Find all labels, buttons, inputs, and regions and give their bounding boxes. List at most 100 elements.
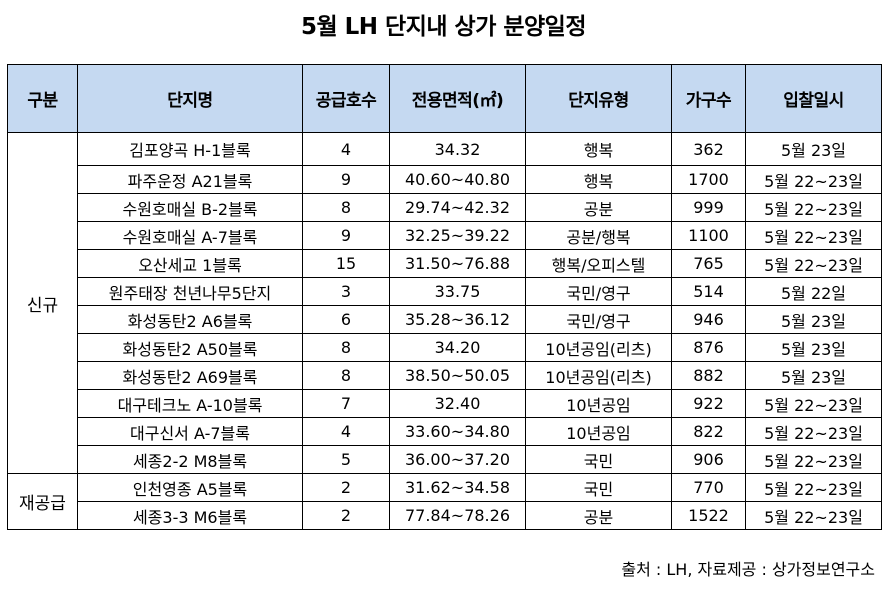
group-label-resupply: 재공급 — [7, 473, 78, 530]
cell-area: 33.60~34.80 — [389, 417, 526, 446]
table-row: 화성동탄2 A69블록 8 38.50~50.05 10년공임(리츠) 882 … — [8, 361, 882, 390]
cell-area: 31.62~34.58 — [389, 473, 526, 502]
cell-complex-name: 파주운정 A21블록 — [77, 165, 303, 194]
cell-complex-type: 공분 — [525, 501, 672, 530]
cell-households: 514 — [671, 277, 746, 306]
cell-complex-name: 인천영종 A5블록 — [77, 473, 303, 502]
cell-complex-name: 세종3-3 M6블록 — [77, 501, 303, 530]
table-row: 세종3-3 M6블록 2 77.84~78.26 공분 1522 5월 22~2… — [8, 501, 882, 530]
cell-households: 770 — [671, 473, 746, 502]
table-row: 파주운정 A21블록 9 40.60~40.80 행복 1700 5월 22~2… — [8, 165, 882, 194]
cell-complex-type: 국민 — [525, 445, 672, 474]
cell-supply-units: 8 — [302, 193, 390, 222]
cell-bid-date: 5월 22~23일 — [745, 389, 882, 418]
cell-complex-type: 행복 — [525, 132, 672, 166]
cell-bid-date: 5월 22~23일 — [745, 473, 882, 502]
cell-bid-date: 5월 22~23일 — [745, 445, 882, 474]
cell-complex-name: 수원호매실 A-7블록 — [77, 221, 303, 250]
table-row: 원주태장 천년나무5단지 3 33.75 국민/영구 514 5월 22일 — [8, 277, 882, 306]
table-row: 수원호매실 A-7블록 9 32.25~39.22 공분/행복 1100 5월 … — [8, 221, 882, 250]
cell-bid-date: 5월 22~23일 — [745, 165, 882, 194]
cell-complex-type: 10년공임 — [525, 417, 672, 446]
cell-complex-type: 공분/행복 — [525, 221, 672, 250]
cell-bid-date: 5월 22~23일 — [745, 193, 882, 222]
cell-complex-type: 행복 — [525, 165, 672, 194]
page-title: 5월 LH 단지내 상가 분양일정 — [300, 14, 587, 40]
source-credit: 출처 : LH, 자료제공 : 상가정보연구소 — [621, 560, 875, 579]
cell-complex-name: 수원호매실 B-2블록 — [77, 193, 303, 222]
cell-area: 31.50~76.88 — [389, 249, 526, 278]
cell-area: 77.84~78.26 — [389, 501, 526, 530]
cell-area: 32.25~39.22 — [389, 221, 526, 250]
cell-households: 922 — [671, 389, 746, 418]
cell-bid-date: 5월 22~23일 — [745, 221, 882, 250]
header-bid-date: 입찰일시 — [745, 64, 882, 133]
cell-complex-type: 공분 — [525, 193, 672, 222]
cell-area: 35.28~36.12 — [389, 305, 526, 334]
table-row: 세종2-2 M8블록 5 36.00~37.20 국민 906 5월 22~23… — [8, 445, 882, 474]
cell-complex-type: 10년공임(리츠) — [525, 361, 672, 390]
cell-complex-type: 행복/오피스텔 — [525, 249, 672, 278]
table-row: 신규 김포양곡 H-1블록 4 34.32 행복 362 5월 23일 — [7, 132, 882, 474]
cell-area: 34.32 — [389, 132, 526, 166]
cell-area: 40.60~40.80 — [389, 165, 526, 194]
cell-supply-units: 5 — [302, 445, 390, 474]
table-row: 화성동탄2 A6블록 6 35.28~36.12 국민/영구 946 5월 23… — [8, 305, 882, 334]
header-complex-type: 단지유형 — [525, 64, 672, 133]
cell-area: 38.50~50.05 — [389, 361, 526, 390]
cell-complex-name: 김포양곡 H-1블록 — [77, 132, 303, 166]
cell-households: 882 — [671, 361, 746, 390]
cell-households: 1522 — [671, 501, 746, 530]
header-row: 구분 단지명 공급호수 전용면적(㎡) 단지유형 가구수 입찰일시 — [7, 64, 882, 133]
cell-complex-name: 세종2-2 M8블록 — [77, 445, 303, 474]
cell-supply-units: 6 — [302, 305, 390, 334]
cell-bid-date: 5월 23일 — [745, 361, 882, 390]
cell-complex-type: 국민/영구 — [525, 305, 672, 334]
group-label-new: 신규 — [7, 132, 78, 474]
cell-supply-units: 4 — [302, 417, 390, 446]
cell-bid-date: 5월 22일 — [745, 277, 882, 306]
table-row: 화성동탄2 A50블록 8 34.20 10년공임(리츠) 876 5월 23일 — [8, 333, 882, 362]
cell-households: 362 — [671, 132, 746, 166]
cell-supply-units: 9 — [302, 165, 390, 194]
cell-area: 32.40 — [389, 389, 526, 418]
cell-supply-units: 2 — [302, 473, 390, 502]
header-area: 전용면적(㎡) — [389, 64, 526, 133]
cell-bid-date: 5월 23일 — [745, 132, 882, 166]
cell-bid-date: 5월 22~23일 — [745, 249, 882, 278]
cell-complex-name: 화성동탄2 A69블록 — [77, 361, 303, 390]
cell-households: 906 — [671, 445, 746, 474]
cell-area: 33.75 — [389, 277, 526, 306]
cell-supply-units: 9 — [302, 221, 390, 250]
cell-complex-type: 국민/영구 — [525, 277, 672, 306]
cell-households: 1700 — [671, 165, 746, 194]
header-complex-name: 단지명 — [77, 64, 303, 133]
cell-households: 946 — [671, 305, 746, 334]
cell-area: 34.20 — [389, 333, 526, 362]
cell-bid-date: 5월 22~23일 — [745, 417, 882, 446]
cell-complex-name: 대구신서 A-7블록 — [77, 417, 303, 446]
table-row: 재공급 인천영종 A5블록 2 31.62~34.58 국민 770 5월 22… — [7, 473, 882, 530]
cell-complex-name: 오산세교 1블록 — [77, 249, 303, 278]
header-households: 가구수 — [671, 64, 746, 133]
cell-complex-type: 10년공임(리츠) — [525, 333, 672, 362]
cell-supply-units: 4 — [302, 132, 390, 166]
table-row: 대구신서 A-7블록 4 33.60~34.80 10년공임 822 5월 22… — [8, 417, 882, 446]
table-row: 대구테크노 A-10블록 7 32.40 10년공임 922 5월 22~23일 — [8, 389, 882, 418]
cell-bid-date: 5월 23일 — [745, 305, 882, 334]
cell-complex-type: 국민 — [525, 473, 672, 502]
cell-supply-units: 7 — [302, 389, 390, 418]
cell-households: 876 — [671, 333, 746, 362]
cell-bid-date: 5월 23일 — [745, 333, 882, 362]
header-category: 구분 — [7, 64, 78, 133]
cell-supply-units: 8 — [302, 333, 390, 362]
cell-supply-units: 8 — [302, 361, 390, 390]
cell-supply-units: 3 — [302, 277, 390, 306]
cell-area: 36.00~37.20 — [389, 445, 526, 474]
cell-complex-name: 대구테크노 A-10블록 — [77, 389, 303, 418]
cell-households: 765 — [671, 249, 746, 278]
table-row: 수원호매실 B-2블록 8 29.74~42.32 공분 999 5월 22~2… — [8, 193, 882, 222]
cell-area: 29.74~42.32 — [389, 193, 526, 222]
cell-households: 999 — [671, 193, 746, 222]
cell-complex-name: 화성동탄2 A6블록 — [77, 305, 303, 334]
